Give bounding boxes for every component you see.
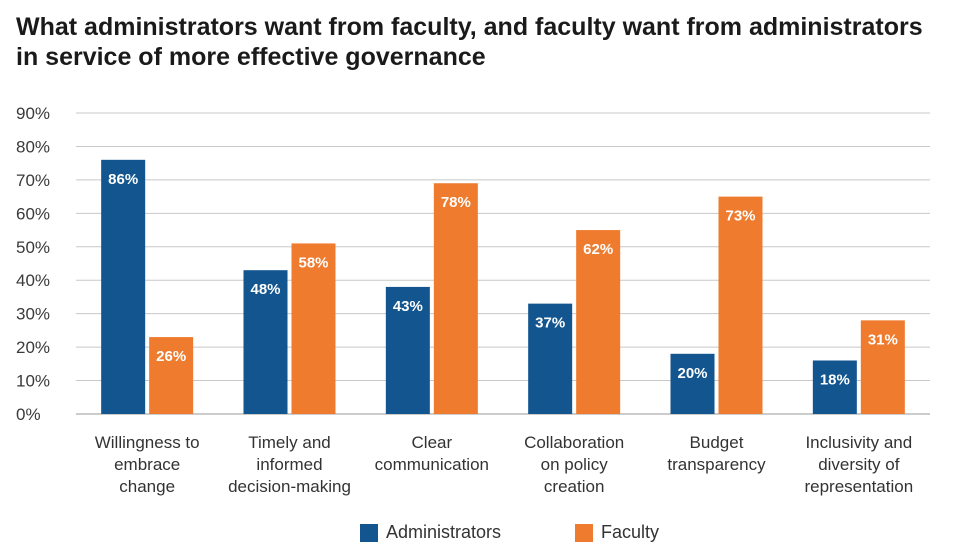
bar-administrators	[385, 286, 430, 414]
x-tick-label: representation	[804, 477, 913, 496]
data-label: 48%	[250, 281, 280, 298]
chart-title: What administrators want from faculty, a…	[16, 13, 923, 71]
x-tick-label: Timely and	[248, 433, 331, 452]
x-tick-label: Collaboration	[524, 433, 624, 452]
data-label: 78%	[441, 194, 471, 211]
bar-administrators	[101, 159, 146, 414]
bar-faculty	[433, 183, 478, 414]
y-tick-label: 90%	[16, 104, 50, 123]
data-label: 62%	[583, 241, 613, 258]
x-tick-label: decision-making	[228, 477, 351, 496]
x-tick-label: embrace	[114, 455, 180, 474]
y-tick-label: 70%	[16, 171, 50, 190]
data-label: 18%	[820, 371, 850, 388]
x-tick-label: informed	[256, 455, 322, 474]
y-tick-label: 80%	[16, 137, 50, 156]
bar-faculty	[576, 230, 621, 414]
data-label: 20%	[677, 365, 707, 382]
y-tick-label: 30%	[16, 305, 50, 324]
data-label: 43%	[393, 298, 423, 315]
x-tick-label: transparency	[667, 455, 766, 474]
data-label: 86%	[108, 171, 138, 188]
y-tick-label: 40%	[16, 271, 50, 290]
y-tick-label: 0%	[16, 405, 41, 424]
bar-administrators	[528, 303, 573, 414]
bar-faculty	[718, 196, 763, 414]
x-tick-label: creation	[544, 477, 604, 496]
legend-item-administrators: Administrators	[360, 522, 501, 543]
bar-administrators	[670, 353, 715, 414]
y-tick-label: 10%	[16, 372, 50, 391]
x-tick-label: diversity of	[818, 455, 900, 474]
data-label: 26%	[156, 348, 186, 365]
legend-label-faculty: Faculty	[601, 522, 660, 542]
data-label: 58%	[298, 254, 328, 271]
legend-label-administrators: Administrators	[386, 522, 502, 542]
y-tick-label: 60%	[16, 204, 50, 223]
data-label: 73%	[725, 208, 755, 225]
bar-faculty	[291, 243, 336, 414]
bar-administrators	[243, 270, 288, 414]
legend-swatch-faculty	[575, 523, 593, 542]
y-tick-label: 20%	[16, 338, 50, 357]
bar-administrators	[812, 360, 857, 414]
x-tick-label: communication	[375, 455, 489, 474]
legend-item-faculty: Faculty	[575, 522, 659, 543]
data-label: 37%	[535, 315, 565, 332]
x-tick-label: Clear	[412, 433, 453, 452]
data-label: 31%	[868, 331, 898, 348]
x-tick-label: Willingness to	[95, 433, 200, 452]
x-tick-label: Budget	[690, 433, 744, 452]
x-tick-label: change	[119, 477, 175, 496]
x-tick-label: on policy	[541, 455, 609, 474]
bar-faculty	[149, 337, 194, 414]
legend-swatch-administrators	[360, 523, 378, 542]
legend: Administrators Faculty	[0, 522, 963, 548]
bar-faculty	[860, 320, 905, 414]
y-tick-label: 50%	[16, 238, 50, 257]
x-tick-label: Inclusivity and	[805, 433, 912, 452]
